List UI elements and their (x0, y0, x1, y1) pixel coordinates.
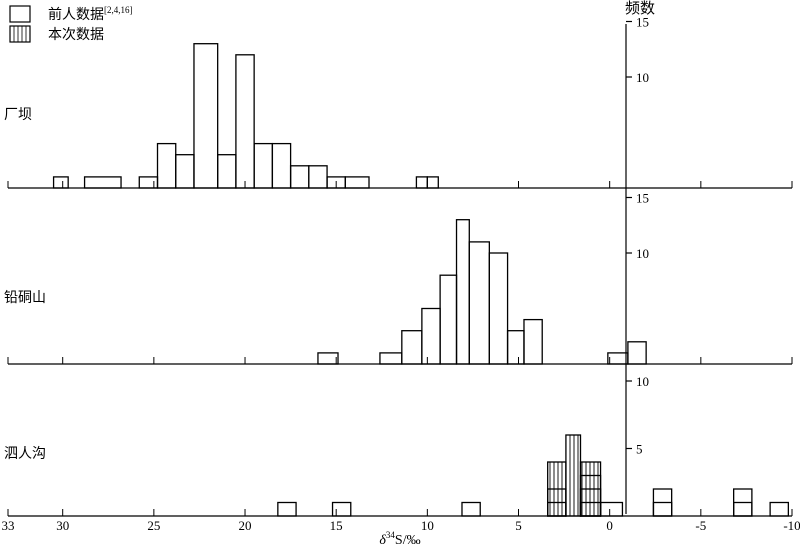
histogram-bar-qiandongshan (468, 241, 490, 365)
histogram-bar-changba (217, 154, 237, 189)
legend-open-swatch (9, 5, 31, 23)
histogram-bar-sirengou (547, 461, 567, 517)
histogram-bar-changba (426, 176, 439, 189)
x-tick-label: 33 (2, 518, 15, 533)
histogram-bar-sirengou (599, 501, 624, 517)
histogram-bar-changba (156, 142, 177, 189)
histogram-bar-changba (235, 54, 255, 189)
histogram-bar-sirengou (733, 488, 753, 517)
legend: 前人数据[2,4,16] 本次数据 (9, 5, 133, 43)
histogram-bar-sirengou (769, 501, 790, 517)
histogram-bar-qiandongshan (488, 252, 509, 365)
panel-title-qiandongshan: 铅硐山 (4, 290, 46, 306)
x-tick-label: 20 (239, 518, 252, 533)
histogram-bar-sirengou (579, 461, 602, 517)
histogram-bar-qiandongshan (439, 274, 458, 365)
histogram-bar-changba (415, 176, 428, 189)
histogram-bar-sirengou (461, 501, 481, 517)
histogram-bar-sirengou (565, 434, 582, 517)
panel-title-changba: 厂坝 (4, 107, 32, 123)
legend-hatch-lines (13, 26, 27, 42)
histogram-bar-qiandongshan (421, 307, 441, 365)
y-axis-title: 频数 (625, 0, 655, 17)
histogram-bar-changba (253, 142, 274, 189)
x-tick-label: 0 (606, 518, 613, 533)
x-tick-label: 10 (421, 518, 434, 533)
histogram-bar-changba (175, 154, 195, 189)
histogram-bar-qiandongshan (506, 330, 525, 365)
y-tick-label-changba: 15 (636, 15, 649, 30)
histogram-bar-sirengou (277, 501, 297, 517)
y-tick-label-sirengou: 5 (636, 442, 643, 457)
x-tick-label: 25 (147, 518, 160, 533)
histogram-bar-qiandongshan (627, 341, 647, 365)
histogram-bar-changba (138, 176, 159, 189)
histogram-bar-qiandongshan (379, 352, 403, 365)
panel-title-sirengou: 泗人沟 (4, 446, 46, 462)
x-tick-label: 30 (56, 518, 69, 533)
x-tick-label: 5 (515, 518, 522, 533)
legend-hatch-swatch (9, 25, 31, 43)
histogram-bar-qiandongshan (523, 318, 543, 365)
histogram-bar-sirengou (652, 501, 673, 517)
x-tick-label: 15 (330, 518, 343, 533)
histogram-bar-changba (193, 43, 219, 189)
y-tick-label-qiandongshan: 15 (636, 191, 649, 206)
histogram-bar-qiandongshan (401, 330, 423, 365)
histogram-bar-changba (52, 176, 69, 189)
histogram-bar-changba (344, 176, 370, 189)
x-tick-label: -10 (783, 518, 800, 533)
y-tick-label-changba: 10 (636, 70, 649, 85)
chart-marks: 10 15 10 15 5 10 33 30 25 20 15 10 5 0 -5 -10 (2, 15, 800, 534)
histogram-bar-changba (271, 142, 292, 189)
histogram-bar-qiandongshan (455, 219, 470, 365)
histogram-bar-sirengou (652, 488, 673, 517)
histogram-bar-changba (83, 176, 122, 189)
histogram-bar-qiandongshan (317, 352, 339, 365)
histogram-bar-sirengou (331, 501, 352, 517)
histogram-bar-sirengou (733, 501, 753, 517)
legend-label-previous: 前人数据[2,4,16] (48, 5, 133, 23)
legend-label-current: 本次数据 (48, 27, 104, 43)
y-tick-label-qiandongshan: 10 (636, 246, 649, 261)
histogram-bar-changba (308, 165, 328, 189)
y-tick-label-sirengou: 10 (636, 374, 649, 389)
histogram-bar-changba (289, 165, 310, 189)
x-axis-title: δ34S/‰ (379, 530, 420, 548)
histogram-bar-qiandongshan (607, 352, 629, 365)
x-tick-label: -5 (695, 518, 706, 533)
